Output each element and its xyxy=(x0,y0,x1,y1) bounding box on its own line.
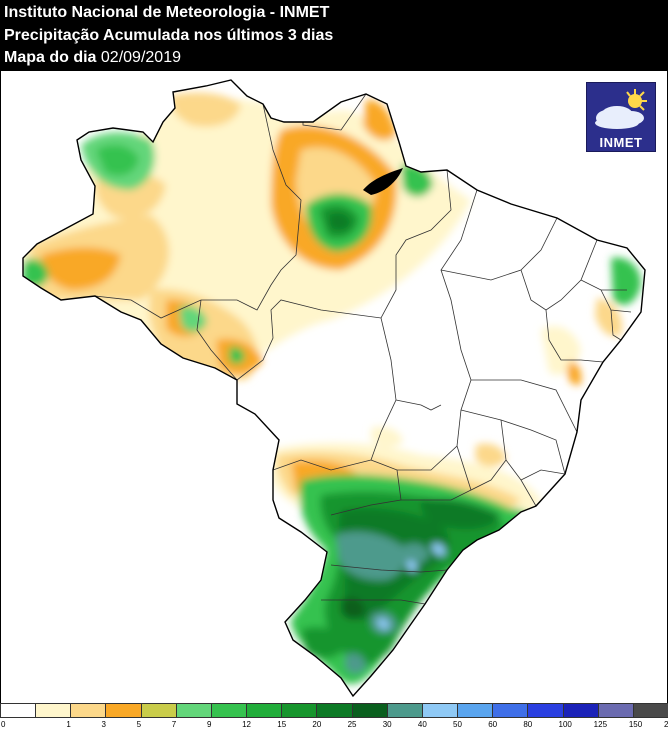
legend-swatch xyxy=(527,703,564,718)
legend-tick-label: 5 xyxy=(136,720,142,729)
precipitation-field xyxy=(23,80,645,696)
legend-swatch xyxy=(246,703,283,718)
precipitation-legend: 0 1 3 5 7 9 12 15 20 25 30 40 50 60 80 100 125 150 200 xyxy=(0,703,668,731)
legend-tick-label: 40 xyxy=(417,720,427,729)
map-date-value: 02/09/2019 xyxy=(100,49,181,66)
legend-tick-label: 200 xyxy=(664,720,668,729)
legend-swatch xyxy=(0,703,37,718)
legend-swatch xyxy=(175,703,212,718)
legend-swatch xyxy=(457,703,494,718)
legend-tick-label: 7 xyxy=(171,720,177,729)
legend-tick-label: 15 xyxy=(277,720,287,729)
legend-swatch xyxy=(105,703,142,718)
legend-tick-label: 80 xyxy=(523,720,533,729)
sun-cloud-icon xyxy=(587,83,655,139)
inmet-logo: INMET xyxy=(586,82,656,152)
institution-title: Instituto Nacional de Meteorologia - INM… xyxy=(4,4,330,21)
map-header: Instituto Nacional de Meteorologia - INM… xyxy=(0,0,668,71)
legend-swatch xyxy=(492,703,529,718)
legend-swatch xyxy=(140,703,177,718)
brazil-map-svg xyxy=(22,79,646,697)
legend-tick-label: 125 xyxy=(593,720,608,729)
legend-swatch xyxy=(386,703,423,718)
map-date-line: Mapa do dia 02/09/2019 xyxy=(4,48,181,68)
legend-swatch xyxy=(316,703,353,718)
legend-tick-label: 12 xyxy=(242,720,251,729)
legend-tick-label: 1 xyxy=(66,720,71,729)
legend-swatch xyxy=(281,703,318,718)
legend-tick-label: 20 xyxy=(312,720,322,729)
legend-swatch xyxy=(562,703,599,718)
legend-tick-label: 25 xyxy=(347,720,357,729)
legend-swatch xyxy=(632,703,668,718)
map-subtitle: Precipitação Acumulada nos últimos 3 dia… xyxy=(4,27,334,44)
legend-tick-label: 60 xyxy=(488,720,498,729)
legend-tick-label: 30 xyxy=(382,720,392,729)
legend-tick-label: 50 xyxy=(453,720,462,729)
marajo-island xyxy=(363,168,403,195)
legend-tick-label: 3 xyxy=(101,720,106,729)
map-date-label: Mapa do dia xyxy=(4,49,97,66)
legend-tick-label: 0 xyxy=(1,720,6,729)
legend-tick-label: 150 xyxy=(628,720,643,729)
legend-swatch xyxy=(597,703,634,718)
legend-swatch xyxy=(421,703,459,718)
legend-tick-label: 9 xyxy=(206,720,212,729)
legend-swatch xyxy=(351,703,388,718)
legend-swatch xyxy=(210,703,248,718)
legend-swatch xyxy=(35,703,72,718)
legend-swatch xyxy=(70,703,107,718)
legend-tick-label: 100 xyxy=(558,720,572,729)
precipitation-map xyxy=(0,71,668,703)
logo-text: INMET xyxy=(599,135,643,150)
state-borders xyxy=(94,93,632,605)
